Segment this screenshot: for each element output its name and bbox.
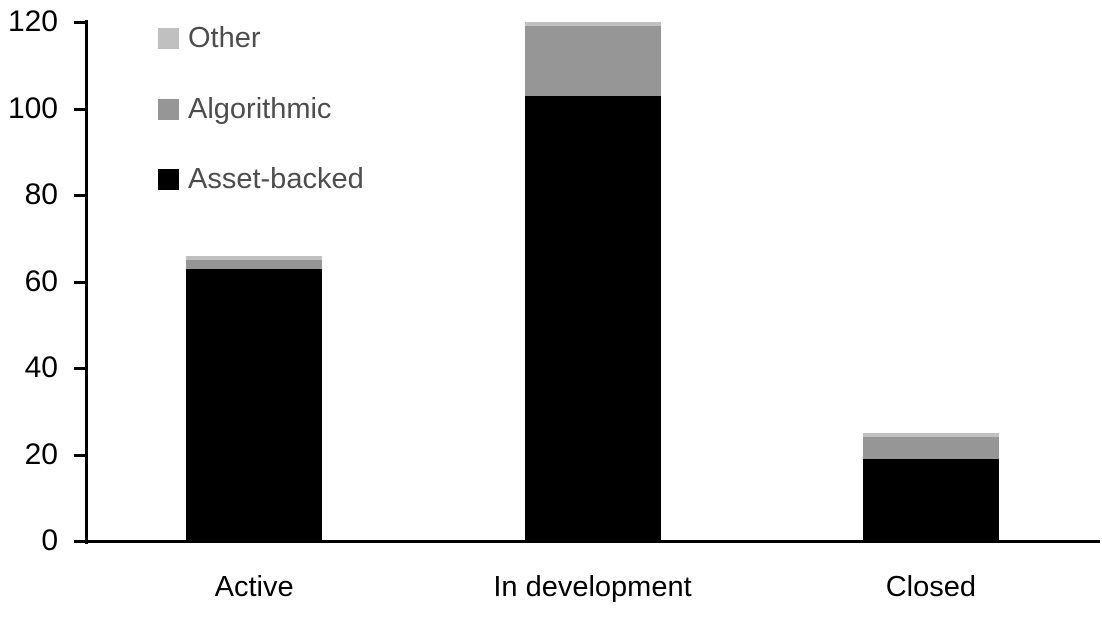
- y-axis-tick-mark: [74, 280, 85, 284]
- x-axis-label-in-development: In development: [493, 571, 692, 603]
- y-axis-tick-label: 120: [7, 5, 58, 38]
- y-axis-line: [85, 20, 88, 544]
- y-axis-tick-mark: [74, 453, 85, 457]
- legend-label: Algorithmic: [188, 92, 332, 125]
- bar-segment-algorithmic-closed: [862, 437, 999, 459]
- bar-segment-asset-backed-in-development: [524, 95, 661, 541]
- bar-segment-other-closed: [862, 432, 999, 438]
- legend-item-asset-backed: Asset-backed: [158, 165, 364, 194]
- bar-segment-algorithmic-in-development: [524, 26, 661, 96]
- y-axis-tick-mark: [74, 21, 85, 24]
- legend-swatch-icon: [158, 98, 179, 120]
- bar-segment-other-in-development: [524, 22, 661, 27]
- legend-label: Asset-backed: [188, 163, 364, 195]
- x-axis-line: [85, 540, 1100, 543]
- legend-label: Other: [188, 22, 261, 54]
- legend-swatch-icon: [158, 169, 179, 190]
- y-axis-tick-label: 100: [7, 91, 58, 125]
- y-axis-tick-mark: [74, 107, 85, 111]
- y-axis-tick-label: 0: [41, 524, 58, 557]
- y-axis-tick-label: 60: [24, 264, 58, 298]
- bar-segment-asset-backed-closed: [862, 458, 999, 541]
- y-axis-tick-mark: [74, 367, 85, 370]
- legend-item-algorithmic: Algorithmic: [158, 92, 332, 125]
- bar-segment-algorithmic-active: [186, 259, 323, 269]
- legend-swatch-icon: [158, 28, 179, 49]
- legend-item-other: Other: [158, 24, 261, 53]
- bar-segment-other-active: [186, 255, 323, 260]
- y-axis-tick-mark: [74, 194, 85, 197]
- y-axis-tick-label: 80: [24, 178, 58, 211]
- y-axis-tick-mark: [74, 540, 85, 543]
- y-axis-tick-label: 20: [24, 437, 58, 471]
- y-axis-tick-label: 40: [24, 351, 58, 384]
- x-axis-label-closed: Closed: [885, 571, 976, 603]
- x-axis-label-active: Active: [214, 571, 294, 603]
- bar-segment-asset-backed-active: [186, 268, 323, 541]
